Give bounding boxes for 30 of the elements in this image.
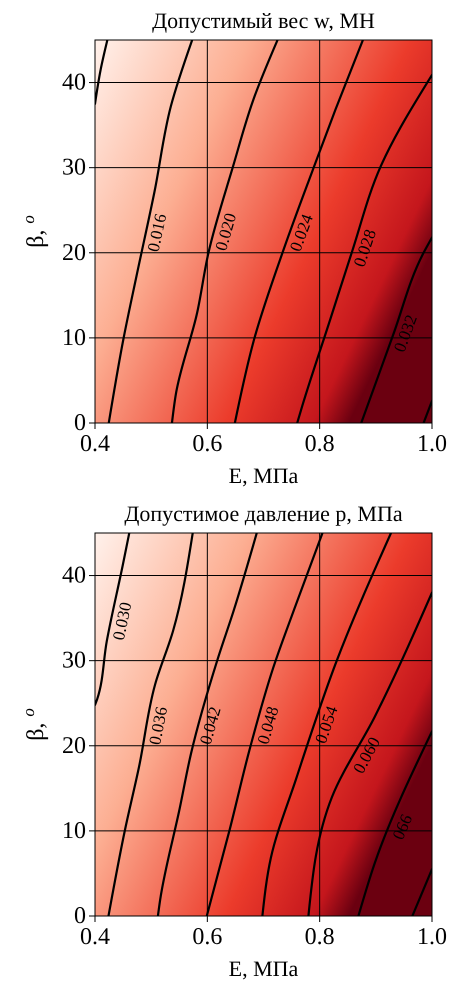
text: 066	[388, 812, 416, 842]
text: 0.036	[145, 705, 172, 746]
chart-title: Допустимое давление p, МПа	[124, 501, 403, 526]
text: 0.048	[254, 704, 282, 746]
text: 0.028	[350, 226, 380, 270]
y-tick-label: 20	[62, 240, 86, 266]
x-tick-label: 0.6	[192, 924, 222, 950]
y-tick-label: 40	[62, 70, 86, 96]
x-tick-label: 0.8	[304, 924, 335, 950]
y-tick-label: 10	[62, 818, 86, 844]
text: 0.054	[311, 703, 342, 746]
x-tick-label: 1.0	[417, 431, 447, 457]
y-tick-label: 30	[62, 648, 86, 674]
y-tick-label: 20	[62, 732, 86, 759]
x-tick-label: 1.0	[417, 924, 447, 950]
x-tick-label: 0.8	[304, 431, 335, 457]
y-tick-label: 40	[62, 562, 86, 589]
text: 0.030	[108, 600, 136, 642]
text: 0.016	[144, 212, 170, 254]
y-tick-label: 10	[62, 324, 86, 351]
x-axis-title: E, МПа	[228, 463, 299, 488]
text: 0.042	[196, 704, 225, 747]
text: 0.024	[286, 211, 318, 254]
chart-title: Допустимый вес w, МН	[152, 8, 375, 33]
y-tick-label: 30	[62, 154, 86, 181]
text: 0.020	[211, 210, 240, 253]
x-tick-label: 0.6	[192, 431, 222, 457]
text: 0.032	[390, 312, 421, 355]
x-axis-title: E, МПа	[228, 956, 299, 981]
text: 0.060	[349, 734, 384, 777]
